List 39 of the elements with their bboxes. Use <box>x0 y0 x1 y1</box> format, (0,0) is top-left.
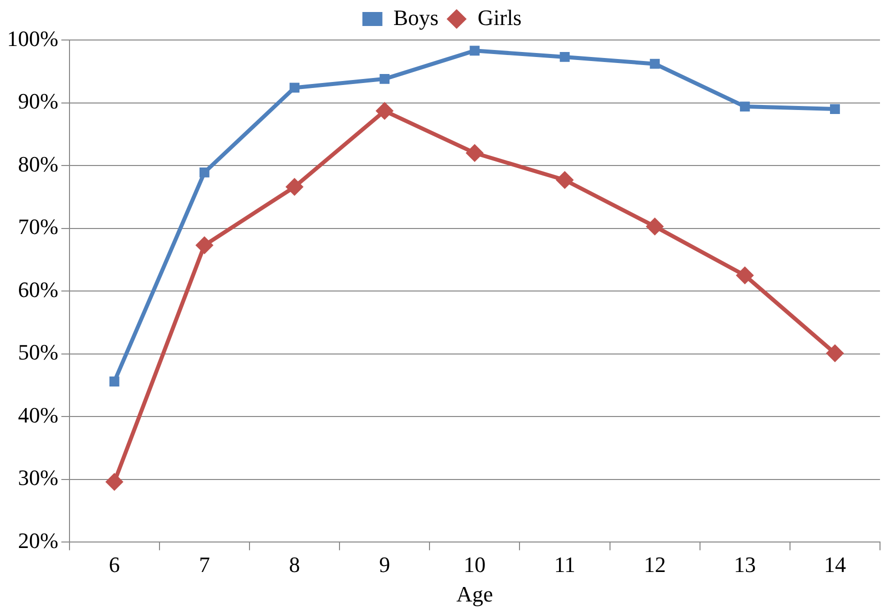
point <box>109 376 120 386</box>
x-tick-label: 11 <box>554 552 576 578</box>
point <box>470 46 480 56</box>
x-tick-label: 7 <box>198 552 210 578</box>
x-axis-title: Age <box>456 582 493 607</box>
y-tick-label: 70% <box>18 214 58 240</box>
y-tick-label: 30% <box>18 465 58 490</box>
point <box>560 52 570 62</box>
legend-label: Boys <box>393 4 439 30</box>
point <box>380 74 390 84</box>
x-tick-label: 9 <box>379 552 390 578</box>
point <box>826 344 844 362</box>
y-tick-label: 60% <box>18 276 58 302</box>
x-tick-label: 14 <box>824 552 846 578</box>
point <box>650 58 660 69</box>
y-tick-label: 40% <box>18 402 58 428</box>
point <box>195 236 214 254</box>
point <box>376 102 394 120</box>
point <box>740 102 750 112</box>
point <box>290 82 300 93</box>
x-tick-label: 13 <box>734 552 756 578</box>
y-tick-label: 90% <box>18 88 58 114</box>
x-tick-label: 10 <box>464 552 486 578</box>
point <box>286 178 304 196</box>
point <box>199 168 210 178</box>
point <box>466 144 484 162</box>
x-tick-label: 8 <box>289 552 300 578</box>
y-tick-label: 20% <box>18 528 58 553</box>
y-tick-label: 100% <box>7 26 58 51</box>
point <box>736 266 754 284</box>
point <box>646 217 664 236</box>
point <box>830 104 840 114</box>
y-tick-label: 80% <box>18 151 58 176</box>
point <box>556 170 574 189</box>
x-tick-label: 6 <box>108 552 120 578</box>
x-tick-label: 12 <box>644 552 666 578</box>
legend-label: Girls <box>478 4 522 30</box>
y-tick-label: 50% <box>18 340 58 365</box>
point <box>105 472 124 491</box>
